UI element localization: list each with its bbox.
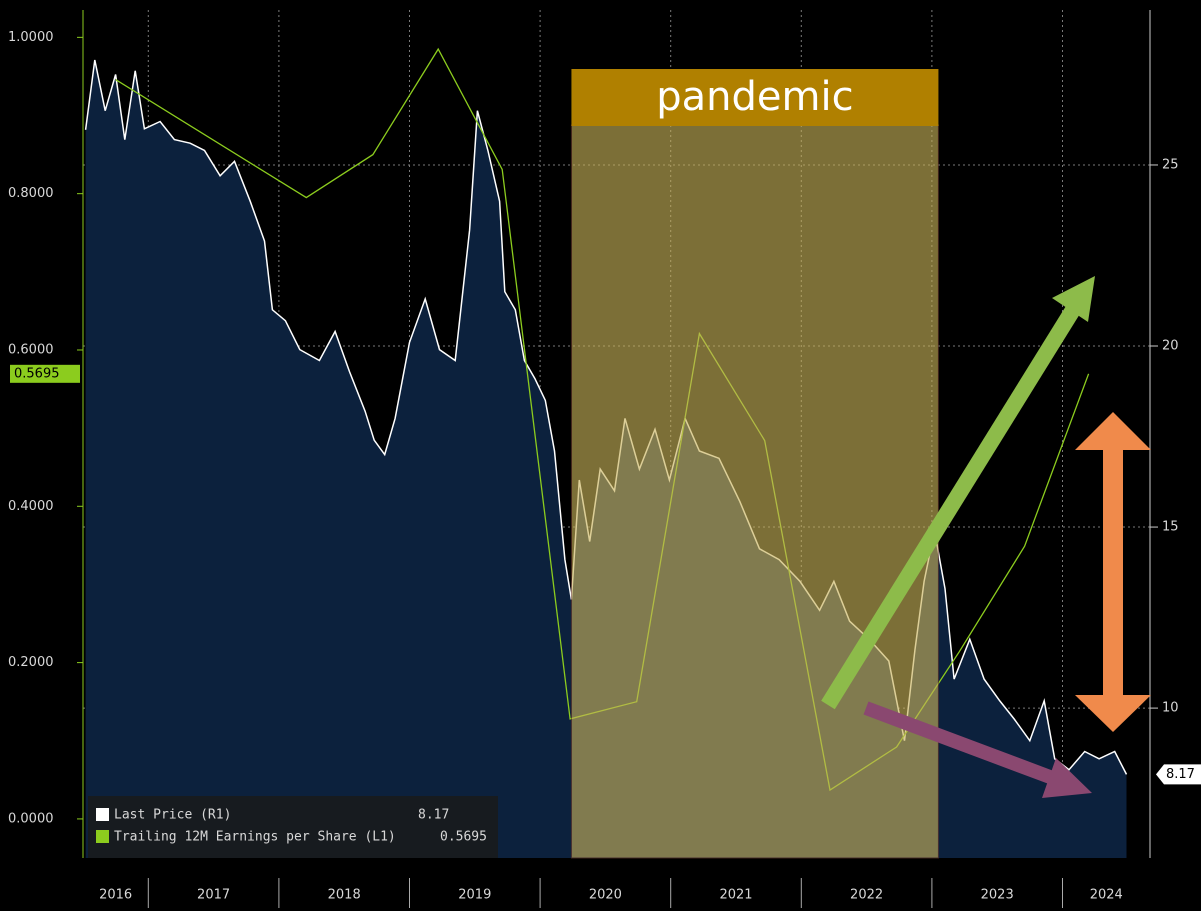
x-tick-label: 2021 — [719, 888, 752, 903]
legend-value: 8.17 — [418, 808, 449, 823]
y2-tick-label: 10 — [1162, 701, 1179, 716]
value-tag-label: 0.5695 — [14, 366, 60, 381]
y2-tick-label: 20 — [1162, 339, 1179, 354]
annotation: pandemic — [656, 74, 853, 120]
y-tick-label: 0.2000 — [8, 655, 54, 670]
annotation-box — [571, 69, 939, 126]
x-tick-label: 2017 — [197, 888, 230, 903]
x-tick-label: 2020 — [589, 888, 622, 903]
x-tick-label: 2019 — [458, 888, 491, 903]
orange-arrow-shaft — [1103, 440, 1123, 705]
orange-arrow-head-up — [1075, 412, 1151, 450]
x-tick-label: 2016 — [99, 888, 132, 903]
x-tick-label: 2018 — [328, 888, 361, 903]
x-tick-label: 2022 — [850, 888, 883, 903]
legend-box — [88, 796, 498, 858]
legend-value: 0.5695 — [440, 830, 487, 845]
value-tag-label: 8.17 — [1166, 767, 1195, 782]
x-tick-label: 2024 — [1090, 888, 1123, 903]
y-tick-label: 1.0000 — [8, 30, 54, 45]
y2-tick-label: 15 — [1162, 520, 1179, 535]
legend-swatch — [96, 830, 109, 843]
plot: pandemic 0.0000 0.2000 0.4000 0.6000 0.8000 1.… — [8, 10, 1201, 908]
green-arrow-head — [1052, 276, 1095, 322]
y-tick-label: 0.4000 — [8, 499, 54, 514]
x-tick-label: 2023 — [981, 888, 1014, 903]
legend-label: Trailing 12M Earnings per Share (L1) — [114, 830, 396, 845]
value-tag — [1156, 764, 1201, 785]
shaded-range — [570, 124, 939, 859]
decorations — [821, 276, 1151, 798]
y-tick-label: 0.8000 — [8, 186, 54, 201]
legend: Last Price (R1) 8.17 Trailing 12M Earnin… — [88, 796, 498, 858]
legend-swatch — [96, 808, 109, 821]
y-tick-label: 0.6000 — [8, 342, 54, 357]
green-arrow-shaft — [821, 300, 1083, 710]
value-tag — [10, 364, 80, 383]
legend-label: Last Price (R1) — [114, 808, 231, 823]
y-tick-label: 0.0000 — [8, 811, 54, 826]
orange-arrow-head-down — [1075, 695, 1151, 732]
purple-arrow-shaft — [863, 701, 1053, 784]
purple-arrow-head — [1042, 758, 1092, 798]
series-line — [84, 59, 1128, 775]
y2-tick-label: 25 — [1162, 157, 1179, 172]
